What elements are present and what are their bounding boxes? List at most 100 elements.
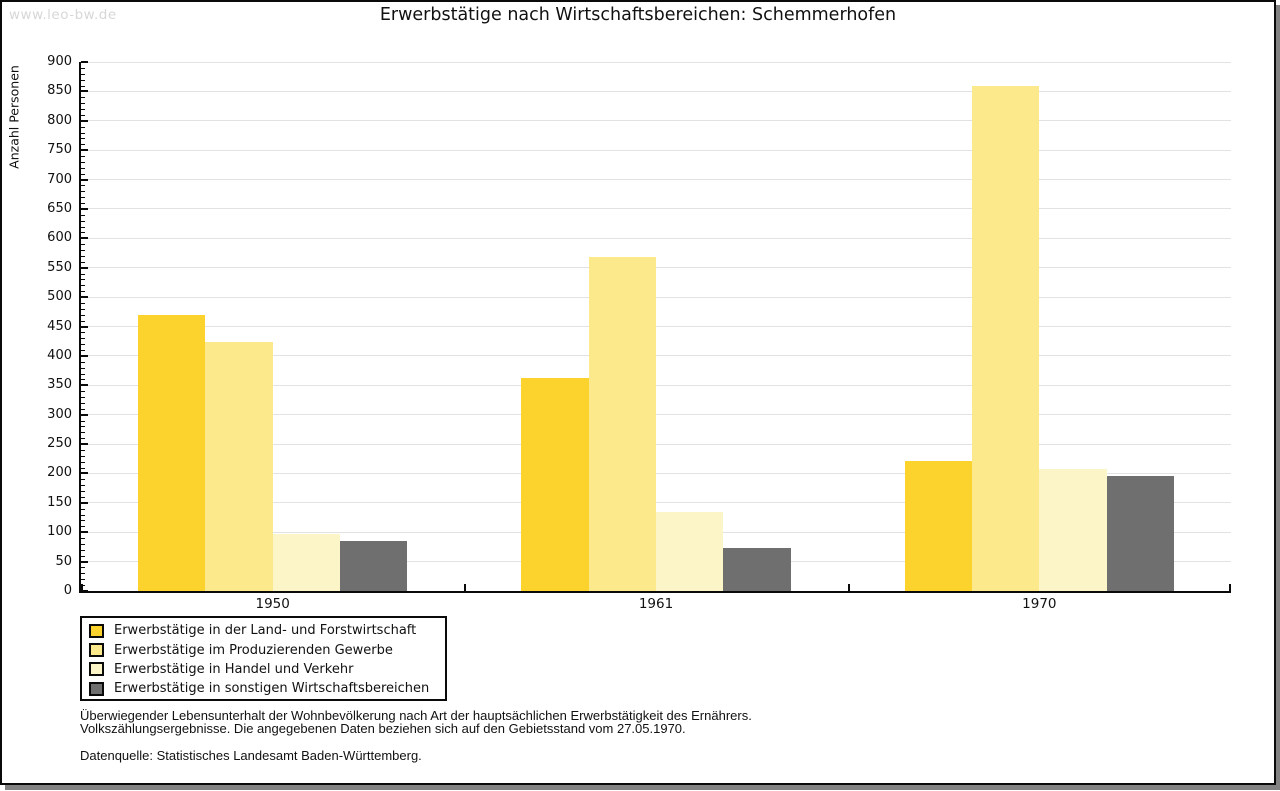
y-tick-minor — [81, 203, 85, 205]
y-tick-minor — [81, 320, 85, 322]
y-tick-label: 0 — [63, 583, 72, 598]
y-tick-minor — [81, 173, 85, 175]
x-tick — [1229, 584, 1231, 592]
legend-label: Erwerbstätige im Produzierenden Gewerbe — [114, 642, 393, 658]
y-tick-minor — [81, 426, 85, 428]
y-gridline — [81, 267, 1231, 269]
bar-1950-series1 — [137, 314, 206, 591]
y-gridline — [81, 355, 1231, 357]
bar-1961-series2 — [588, 256, 656, 591]
y-tick-label: 650 — [47, 200, 72, 216]
legend-row: Erwerbstätige in der Land- und Forstwirt… — [89, 621, 445, 640]
legend-swatch-series1 — [89, 623, 104, 638]
y-tick-minor — [81, 555, 85, 557]
y-tick-minor — [81, 73, 85, 75]
legend-row: Erwerbstätige in Handel und Verkehr — [89, 660, 445, 679]
y-tick-label: 800 — [47, 112, 72, 128]
bar-1970-series3 — [1039, 469, 1107, 591]
footer-data-source: Datenquelle: Statistisches Landesamt Bad… — [80, 748, 422, 763]
watermark-text: www.leo-bw.de — [9, 7, 117, 23]
bar-1950-series3 — [272, 533, 341, 591]
y-tick-minor — [81, 232, 85, 234]
y-tick-major — [81, 413, 88, 416]
y-tick-label: 150 — [47, 494, 72, 510]
y-tick-minor — [81, 461, 85, 463]
y-tick-minor — [81, 391, 85, 393]
y-tick-minor — [81, 109, 85, 111]
y-tick-major — [81, 472, 88, 475]
y-tick-major — [81, 501, 88, 504]
y-tick-major — [81, 443, 88, 446]
y-tick-minor — [81, 455, 85, 457]
y-tick-minor — [81, 496, 85, 498]
x-category-label: 1950 — [255, 596, 290, 612]
y-tick-minor — [81, 214, 85, 216]
legend-swatch-series4 — [89, 681, 104, 696]
y-gridline — [81, 61, 1231, 63]
x-tick — [81, 584, 83, 592]
y-gridline — [81, 326, 1231, 327]
y-tick-minor — [81, 579, 85, 581]
y-tick-minor — [81, 367, 85, 369]
y-gridline — [81, 414, 1231, 416]
y-tick-minor — [81, 514, 85, 516]
y-tick-minor — [81, 520, 85, 522]
y-tick-minor — [81, 526, 85, 528]
x-tick — [464, 584, 467, 592]
y-gridline — [81, 90, 1231, 92]
y-tick-label: 550 — [47, 259, 72, 275]
legend-row: Erwerbstätige im Produzierenden Gewerbe — [89, 640, 445, 659]
y-tick-label: 600 — [47, 230, 72, 246]
bar-1950-series4 — [340, 541, 408, 591]
y-tick-label: 250 — [47, 436, 72, 452]
y-tick-label: 900 — [47, 54, 72, 69]
y-tick-major — [81, 149, 88, 152]
y-tick-minor — [81, 549, 85, 551]
y-tick-label: 350 — [47, 377, 72, 393]
chart-title: Erwerbstätige nach Wirtschaftsbereichen:… — [379, 5, 897, 25]
y-tick-minor — [81, 285, 85, 287]
y-tick-minor — [81, 361, 85, 363]
y-tick-label: 100 — [47, 524, 72, 540]
y-tick-minor — [81, 467, 85, 469]
y-tick-label: 200 — [47, 465, 72, 481]
y-tick-major — [81, 207, 88, 210]
legend-swatch-series2 — [89, 643, 104, 658]
legend-label: Erwerbstätige in der Land- und Forstwirt… — [114, 623, 417, 639]
y-tick-minor — [81, 291, 85, 293]
y-tick-minor — [81, 438, 85, 440]
y-tick-minor — [81, 344, 85, 346]
y-tick-minor — [81, 543, 85, 545]
y-tick-minor — [81, 279, 85, 281]
y-tick-minor — [81, 479, 85, 481]
y-gridline — [81, 149, 1231, 151]
y-tick-major — [81, 90, 88, 93]
bar-1961-series4 — [723, 547, 791, 591]
y-tick-minor — [81, 449, 85, 451]
y-tick-minor — [81, 408, 85, 410]
y-gridline — [81, 208, 1231, 210]
y-tick-minor — [81, 402, 85, 404]
y-tick-major — [81, 237, 88, 240]
y-tick-label: 500 — [47, 289, 72, 305]
y-tick-minor — [81, 567, 85, 569]
y-tick-minor — [81, 255, 85, 257]
legend-row: Erwerbstätige in sonstigen Wirtschaftsbe… — [89, 679, 445, 698]
bar-1950-series2 — [205, 341, 273, 591]
y-tick-minor — [81, 250, 85, 252]
y-tick-major — [81, 531, 88, 534]
bar-1961-series1 — [521, 378, 589, 591]
y-gridline — [81, 472, 1231, 474]
y-tick-minor — [81, 97, 85, 99]
y-tick-major — [81, 266, 88, 269]
plot-area: 0 50 100 150 200 250 300 350 400 450 500 550 600 650 7… — [47, 54, 1231, 612]
bar-1970-series1 — [904, 460, 972, 591]
legend-box: Erwerbstätige in der Land- und Forstwirt… — [80, 616, 447, 701]
y-tick-minor — [81, 432, 85, 434]
y-tick-major — [81, 61, 88, 63]
y-tick-minor — [81, 585, 85, 587]
y-tick-minor — [81, 67, 85, 69]
y-gridline — [81, 443, 1231, 445]
y-tick-minor — [81, 350, 85, 351]
y-tick-minor — [81, 161, 85, 163]
